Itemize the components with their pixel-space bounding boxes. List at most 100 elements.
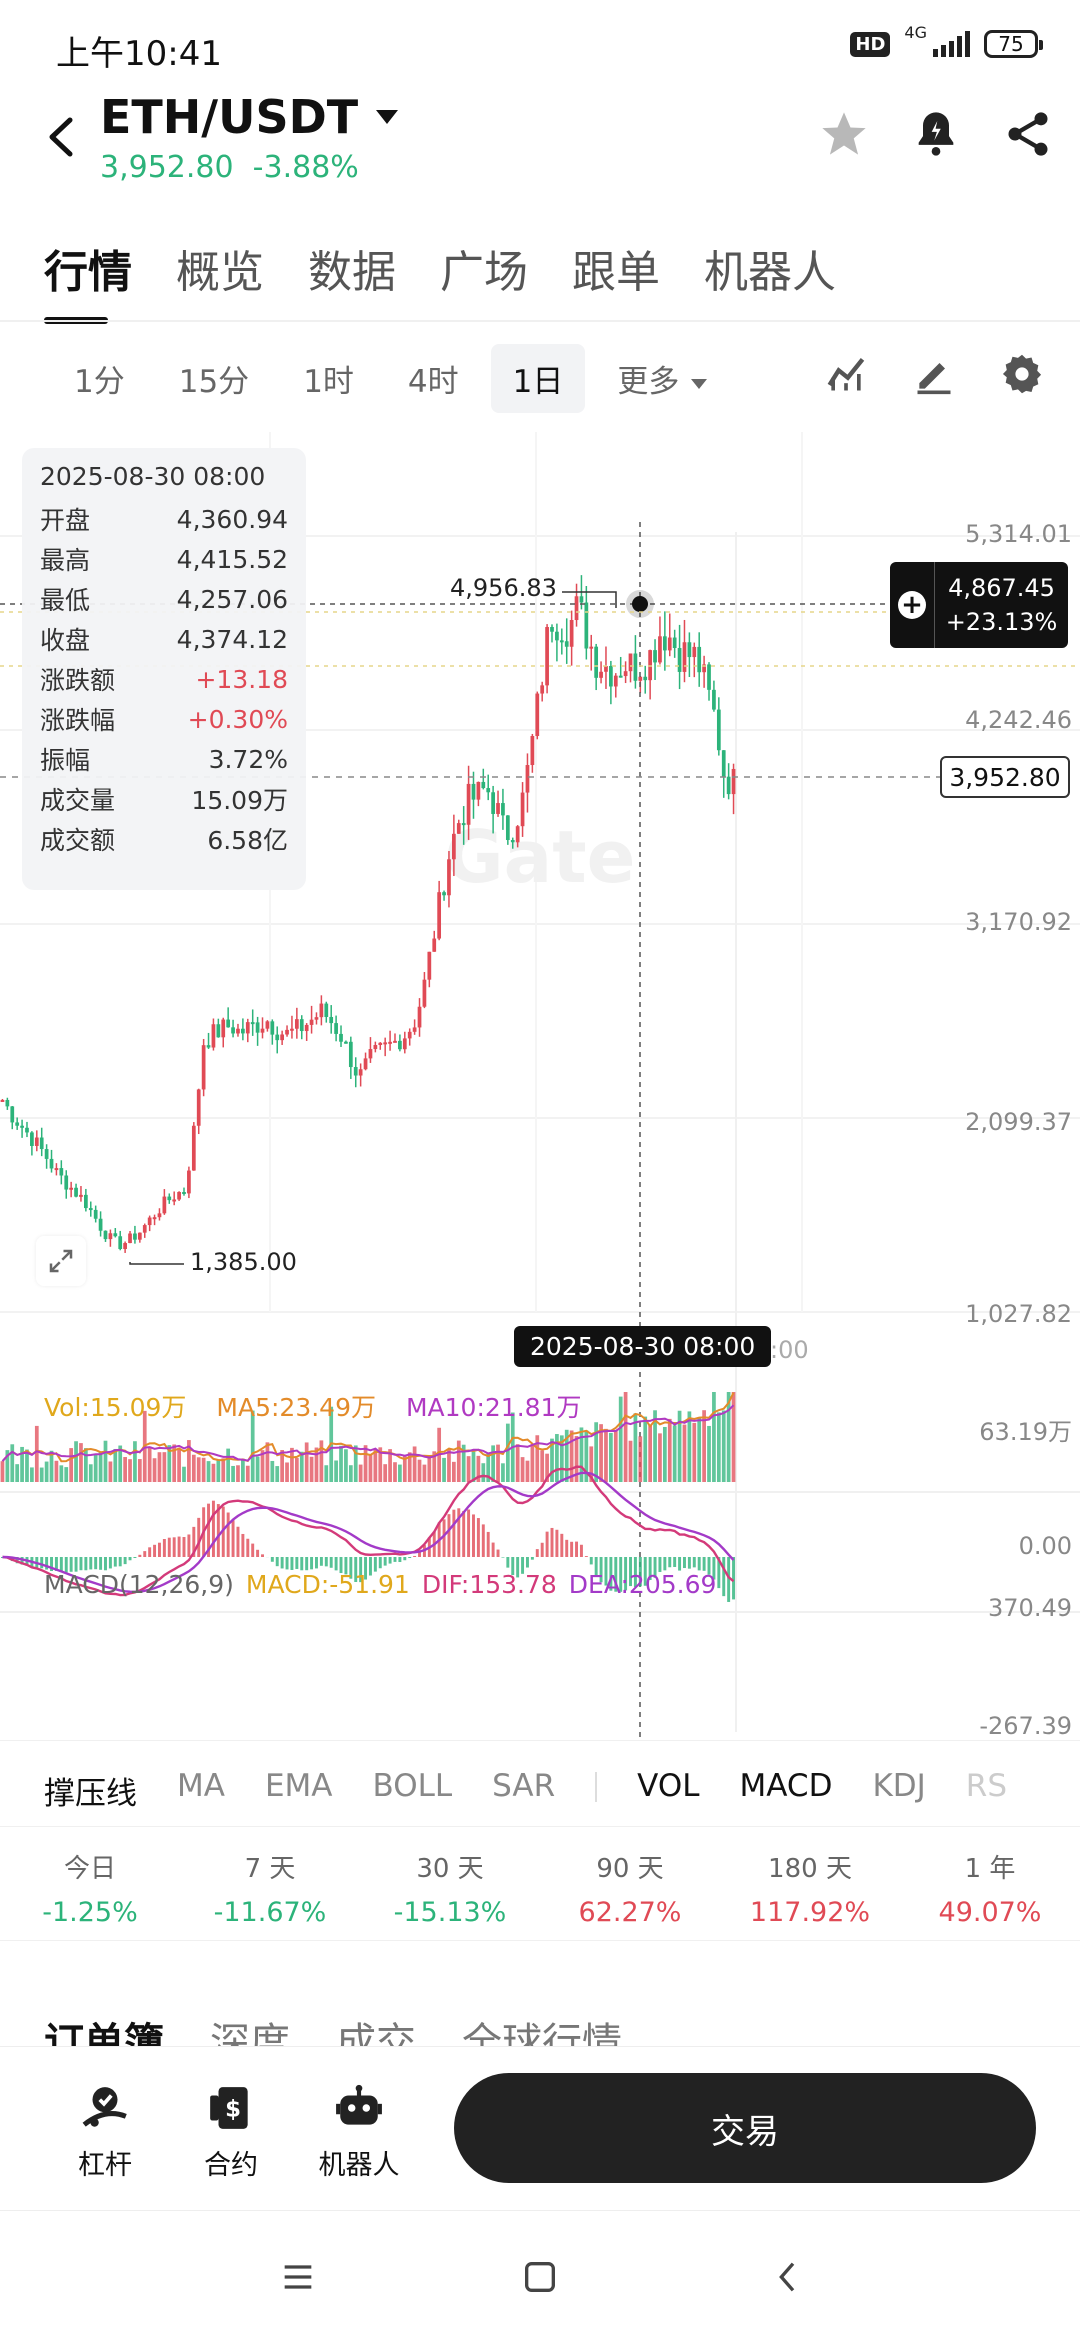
candle-body: [25, 1128, 29, 1133]
expand-icon[interactable]: [36, 1236, 86, 1286]
volume-bar: [138, 1459, 142, 1482]
nav-back-icon[interactable]: [768, 2257, 808, 2297]
interval-1m[interactable]: 1分: [52, 344, 147, 413]
volume-bar: [624, 1392, 628, 1482]
add-alert-icon[interactable]: +: [890, 562, 935, 648]
volume-bar: [59, 1465, 63, 1482]
interval-1h[interactable]: 1时: [281, 344, 376, 413]
ind-sar[interactable]: SAR: [492, 1768, 555, 1813]
interval-1d[interactable]: 1日: [491, 344, 586, 413]
home-icon[interactable]: [520, 2257, 560, 2297]
volume-bar: [722, 1410, 726, 1482]
macd-histogram-bar: [261, 1554, 264, 1557]
status-time: 上午10:41: [56, 26, 222, 75]
candle-body: [113, 1233, 117, 1236]
perf-cell: 7 天-11.67%: [180, 1848, 360, 1928]
ohlc-label: 成交额: [40, 821, 115, 857]
ind-support-resistance[interactable]: 撑压线: [44, 1768, 137, 1813]
candle-body: [383, 1042, 387, 1044]
orderbook-tabs: 订单簿 深度 成交 全球行情: [44, 2010, 622, 2046]
macd-histogram-bar: [325, 1557, 328, 1566]
candle-body: [59, 1168, 63, 1175]
ind-ma[interactable]: MA: [177, 1768, 225, 1813]
crosshair-price-tag[interactable]: + 4,867.45 +23.13%: [890, 562, 1068, 648]
tab-copy-trade[interactable]: 跟单: [572, 236, 660, 300]
tab-trades[interactable]: 成交: [336, 2010, 416, 2046]
menu-icon[interactable]: [278, 2257, 318, 2297]
tab-market[interactable]: 行情: [44, 236, 132, 300]
candle-body: [94, 1210, 98, 1219]
macd-histogram-bar: [281, 1557, 284, 1568]
macd-histogram-bar: [683, 1557, 686, 1568]
price-change: -3.88%: [253, 150, 359, 185]
bell-alert-icon[interactable]: [910, 108, 962, 160]
ind-macd[interactable]: MACD: [740, 1768, 833, 1813]
tab-overview[interactable]: 概览: [176, 236, 264, 300]
volume-bar: [491, 1445, 495, 1482]
ind-boll[interactable]: BOLL: [373, 1768, 453, 1813]
candle-body: [599, 672, 603, 678]
macd-histogram-bar: [732, 1557, 735, 1599]
chevron-down-icon: [376, 110, 398, 124]
candle-body: [320, 1004, 324, 1018]
max-leader: [562, 592, 616, 608]
share-icon[interactable]: [1002, 108, 1054, 160]
macd-histogram-bar: [251, 1544, 254, 1557]
volume-bar: [663, 1427, 667, 1482]
interval-4h[interactable]: 4时: [386, 344, 481, 413]
ind-kdj[interactable]: KDJ: [872, 1768, 925, 1813]
settings-icon[interactable]: [1000, 352, 1044, 396]
volume-bar: [717, 1412, 721, 1482]
macd-histogram-bar: [482, 1524, 485, 1557]
bottom-action-bar: 杠杆 $ 合约 机器人 交易: [0, 2046, 1080, 2217]
volume-bar: [570, 1430, 574, 1482]
network-label: 4G: [904, 23, 927, 42]
robot-label: 机器人: [319, 2150, 400, 2181]
candle-body: [45, 1149, 49, 1159]
interval-15m[interactable]: 15分: [157, 344, 271, 413]
perf-label: 7 天: [180, 1848, 360, 1885]
macd-histogram-bar: [477, 1518, 480, 1557]
candle-body: [560, 640, 564, 642]
pair-selector[interactable]: ETH/USDT: [100, 90, 398, 144]
max-price-label: 4,956.83: [450, 574, 557, 602]
macd-histogram-bar: [398, 1557, 401, 1562]
tab-square[interactable]: 广场: [440, 236, 528, 300]
ind-rsi[interactable]: RS: [966, 1768, 1007, 1813]
candle-body: [604, 666, 608, 672]
volume-bar: [609, 1433, 613, 1482]
tab-bot[interactable]: 机器人: [704, 236, 836, 300]
macd-histogram-bar: [379, 1557, 382, 1568]
candle-body: [324, 1004, 328, 1017]
volume-bar: [216, 1460, 220, 1482]
candle-body: [344, 1042, 348, 1044]
ind-ema[interactable]: EMA: [265, 1768, 333, 1813]
contract-button[interactable]: $ 合约: [176, 2083, 286, 2182]
chart-type-icon[interactable]: [824, 352, 868, 396]
last-price-tag: 3,952.80: [940, 756, 1070, 798]
candle-body: [192, 1126, 196, 1171]
candle-body: [388, 1042, 392, 1044]
interval-more[interactable]: 更多: [595, 344, 729, 413]
star-icon[interactable]: [818, 108, 870, 160]
trade-button[interactable]: 交易: [454, 2073, 1036, 2183]
ind-vol[interactable]: VOL: [637, 1768, 699, 1813]
candle-body: [315, 1017, 319, 1020]
back-button[interactable]: [40, 112, 84, 162]
ohlc-value: 3.72%: [209, 745, 288, 774]
tab-depth[interactable]: 深度: [210, 2010, 290, 2046]
tab-global-market[interactable]: 全球行情: [462, 2010, 622, 2046]
contract-icon: $: [206, 2083, 256, 2133]
candle-body: [197, 1089, 201, 1125]
macd-histogram-bar: [143, 1551, 146, 1557]
leverage-button[interactable]: 杠杆: [50, 2083, 160, 2182]
candle-body: [280, 1034, 284, 1040]
robot-button[interactable]: 机器人: [304, 2083, 414, 2182]
draw-tool-icon[interactable]: [912, 352, 956, 396]
tab-data[interactable]: 数据: [308, 236, 396, 300]
tab-orderbook[interactable]: 订单簿: [44, 2010, 164, 2046]
